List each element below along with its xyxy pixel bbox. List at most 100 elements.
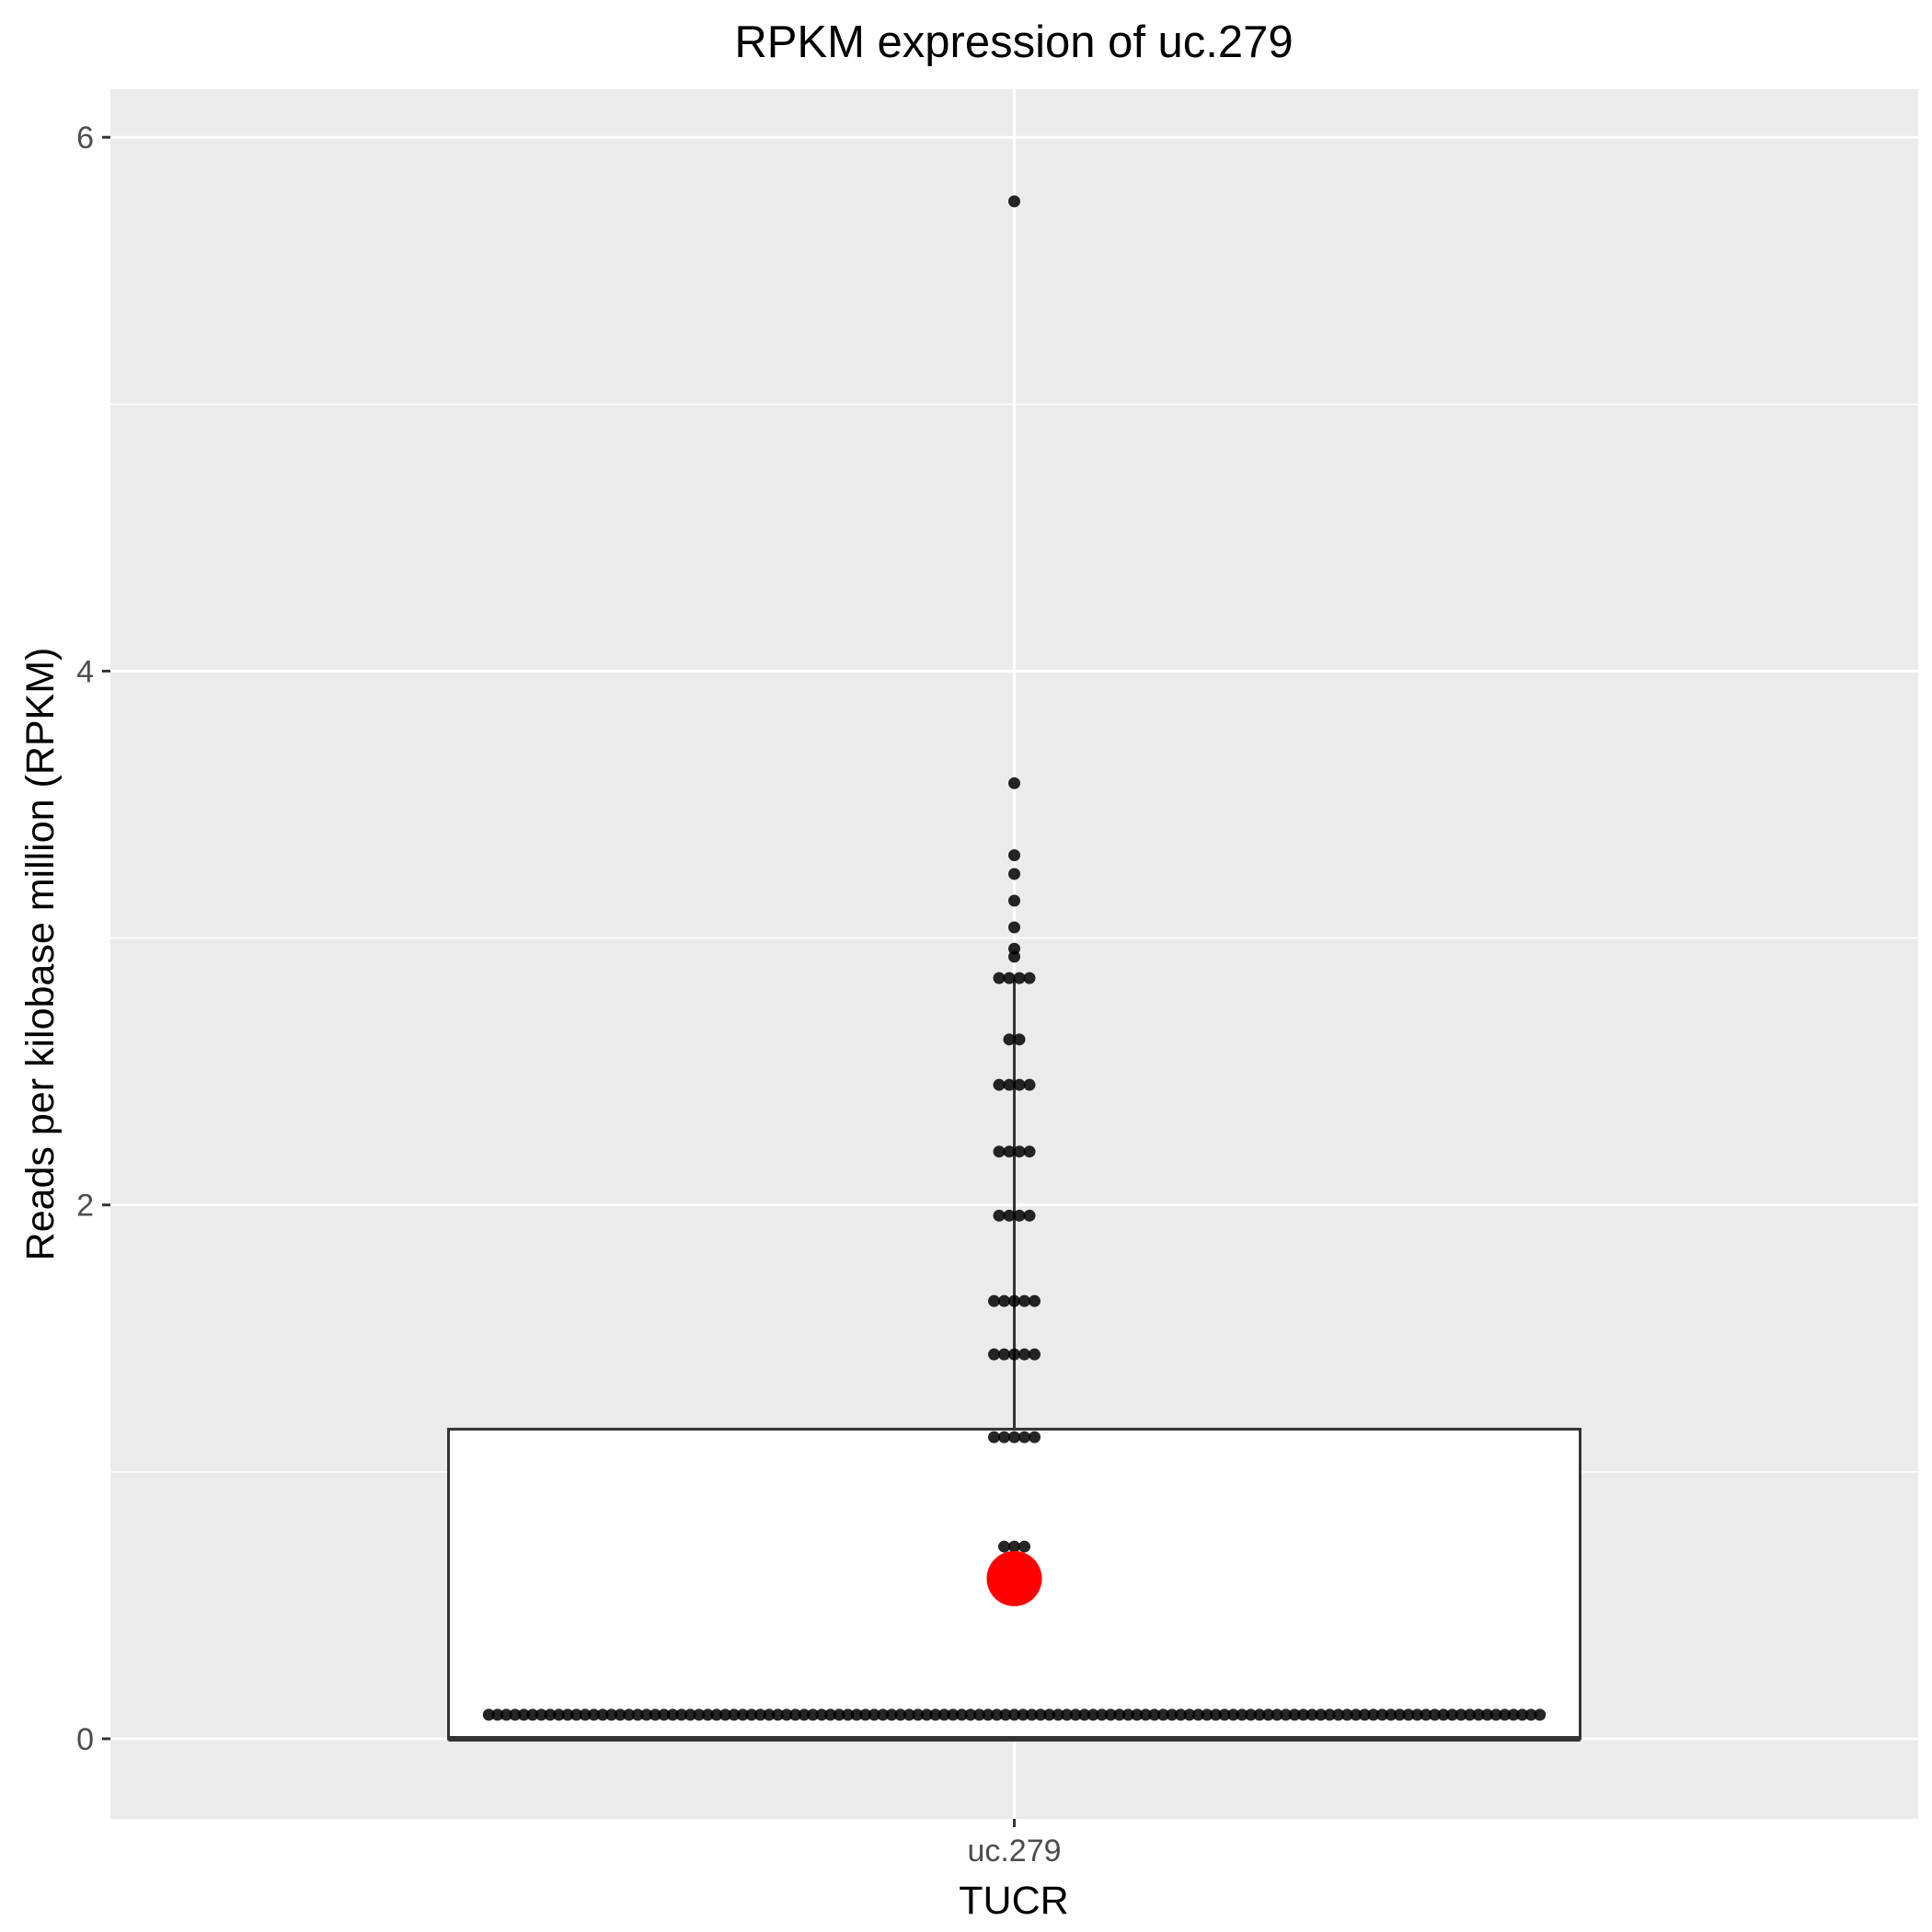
data-point (1489, 1708, 1502, 1721)
data-point (710, 1708, 723, 1721)
data-point (1481, 1708, 1494, 1721)
data-point (1003, 1078, 1016, 1091)
data-point (719, 1708, 731, 1721)
data-point (955, 1708, 968, 1721)
data-point (1029, 1431, 1041, 1443)
data-point (1245, 1708, 1258, 1721)
data-point (1340, 1708, 1353, 1721)
data-point (1003, 1209, 1016, 1222)
data-point (798, 1708, 811, 1721)
data-point (1323, 1708, 1336, 1721)
data-point (1008, 1431, 1020, 1443)
data-point (1446, 1708, 1458, 1721)
data-point (1201, 1708, 1213, 1721)
data-point (1367, 1708, 1380, 1721)
data-point (1375, 1708, 1388, 1721)
data-point (842, 1708, 855, 1721)
data-point (745, 1708, 758, 1721)
data-point (1087, 1708, 1099, 1721)
data-point (1253, 1708, 1266, 1721)
data-point (1008, 195, 1020, 208)
data-point (605, 1708, 618, 1721)
data-point (631, 1708, 644, 1721)
mean-point (986, 1550, 1042, 1606)
data-point (570, 1708, 582, 1721)
data-point (1018, 1348, 1030, 1361)
data-point (1332, 1708, 1345, 1721)
data-point (588, 1708, 601, 1721)
data-point (1499, 1708, 1512, 1721)
data-point (1209, 1708, 1222, 1721)
data-point (491, 1708, 504, 1721)
data-point (894, 1708, 907, 1721)
data-point (535, 1708, 547, 1721)
data-point (1236, 1708, 1248, 1721)
data-point (736, 1708, 749, 1721)
data-point (1288, 1708, 1301, 1721)
data-point (1008, 1348, 1020, 1361)
data-point (1017, 1708, 1029, 1721)
data-point (1420, 1708, 1432, 1721)
data-point (1410, 1708, 1423, 1721)
data-point (1008, 894, 1020, 907)
data-point (1029, 1348, 1041, 1361)
data-point (929, 1708, 942, 1721)
data-point (1013, 1209, 1026, 1222)
data-point (1008, 1540, 1020, 1553)
data-point (1052, 1708, 1064, 1721)
data-point (1305, 1708, 1318, 1721)
data-point (623, 1708, 636, 1721)
data-points (482, 195, 1547, 1721)
data-point (972, 1708, 985, 1721)
data-point (1156, 1708, 1169, 1721)
data-point (517, 1708, 530, 1721)
data-point (998, 1431, 1010, 1443)
data-point (1078, 1708, 1091, 1721)
data-point (1227, 1708, 1239, 1721)
data-point (1013, 1033, 1026, 1046)
data-point (1069, 1708, 1082, 1721)
data-point (1218, 1708, 1231, 1721)
data-point (1023, 1145, 1036, 1158)
data-point (1191, 1708, 1204, 1721)
data-point (552, 1708, 565, 1721)
data-point (482, 1708, 495, 1721)
data-point (920, 1708, 933, 1721)
data-point (1018, 1294, 1030, 1307)
data-point (1018, 1431, 1030, 1443)
data-point (807, 1708, 820, 1721)
data-point (1008, 942, 1020, 955)
data-point (993, 1209, 1006, 1222)
data-point (701, 1708, 714, 1721)
data-point (1013, 972, 1026, 984)
data-point (1013, 1145, 1026, 1158)
data-point (1297, 1708, 1310, 1721)
data-point (1008, 868, 1020, 880)
data-point (1464, 1708, 1477, 1721)
data-point (1023, 972, 1036, 984)
data-point (998, 1540, 1010, 1553)
data-point (912, 1708, 925, 1721)
data-point (993, 1078, 1006, 1091)
data-point (815, 1708, 828, 1721)
data-point (1350, 1708, 1363, 1721)
x-axis-title: TUCR (959, 1879, 1068, 1923)
data-point (1043, 1708, 1056, 1721)
data-point (579, 1708, 592, 1721)
data-point (500, 1708, 512, 1721)
data-point (1003, 972, 1016, 984)
data-point (1121, 1708, 1134, 1721)
data-point (526, 1708, 539, 1721)
data-point (990, 1708, 1003, 1721)
data-point (1437, 1708, 1450, 1721)
data-point (1507, 1708, 1520, 1721)
data-point (561, 1708, 574, 1721)
data-point (640, 1708, 653, 1721)
data-point (728, 1708, 741, 1721)
data-point (998, 1294, 1010, 1307)
y-tick-label: 4 (76, 654, 94, 689)
data-point (763, 1708, 776, 1721)
data-point (1008, 1708, 1020, 1721)
